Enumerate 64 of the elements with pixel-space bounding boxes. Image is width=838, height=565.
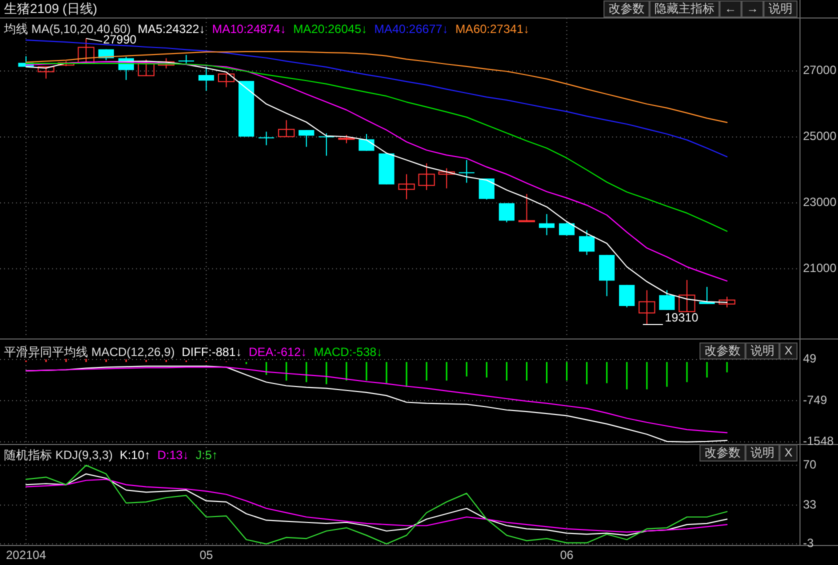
- text: →: [746, 2, 758, 16]
- y-tick-label: 27000: [803, 63, 837, 78]
- text: MA5:24322↓: [138, 22, 206, 36]
- chart-title: 生猪2109 (日线): [4, 0, 98, 16]
- y-tick-label: -3: [803, 536, 814, 550]
- text: 隐藏主指标: [654, 2, 714, 16]
- x-tick-label: 202104: [6, 548, 46, 562]
- text: MA40:26677↓: [374, 22, 448, 36]
- legend-title: 均线 MA(5,10,20,40,60): [3, 22, 131, 36]
- candlestick: [578, 230, 595, 256]
- candlestick: [538, 214, 555, 236]
- y-tick-label: -1548: [803, 434, 834, 448]
- y-tick-label: 23000: [803, 195, 837, 210]
- y-tick-label: -749: [803, 392, 828, 407]
- text: X: [784, 344, 792, 358]
- text: ←: [724, 2, 736, 16]
- text: MA60:27341↓: [455, 22, 530, 36]
- line-series: [25, 464, 728, 544]
- candlestick: [619, 284, 635, 308]
- candlestick: [218, 74, 235, 88]
- legend-title: 平滑异同平均线 MACD(12,26,9): [4, 345, 175, 360]
- x-tick-label: 05: [200, 548, 214, 562]
- candlestick: [438, 168, 455, 189]
- text: J:5↑: [196, 448, 218, 462]
- candlestick: [38, 66, 54, 80]
- y-tick-label: 33: [803, 497, 817, 512]
- candlestick: [358, 133, 374, 152]
- candlestick: [638, 290, 656, 325]
- series-label: DEA:-612↓: [248, 345, 307, 360]
- text: MA20:26045↓: [293, 22, 368, 36]
- text: 说明: [768, 2, 792, 16]
- candlestick: [138, 59, 154, 76]
- candlestick: [718, 296, 736, 308]
- series-label: K:10↑: [120, 448, 150, 462]
- candlestick: [398, 174, 415, 200]
- candlestick: [418, 162, 435, 191]
- series-label: DIFF:-881↓: [182, 345, 242, 360]
- candlestick: [258, 131, 274, 146]
- candlestick: [498, 202, 514, 223]
- text: MA10:24874↓: [212, 22, 286, 36]
- text: X: [784, 446, 792, 460]
- annotation: 改参数: [704, 344, 740, 358]
- candlestick: [518, 193, 536, 222]
- text: 改参数: [608, 2, 644, 16]
- candlestick: [318, 132, 334, 156]
- legend-title: 随机指标 KDJ(9,3,3): [4, 448, 113, 462]
- y-tick-label: 49: [803, 352, 817, 366]
- annotation: 改参数: [704, 446, 740, 460]
- candlestick: [198, 66, 214, 92]
- candlestick: [659, 290, 675, 310]
- series-label: MACD:-538↓: [314, 345, 382, 360]
- candlestick: [278, 120, 295, 138]
- annotation: 19310: [664, 310, 699, 325]
- y-tick-label: 21000: [803, 260, 837, 275]
- text: D:13↓: [157, 448, 189, 462]
- y-tick-label: 25000: [803, 129, 837, 144]
- y-tick-label: 70: [803, 457, 817, 472]
- candlestick: [458, 160, 474, 184]
- x-tick-label: 06: [560, 548, 574, 562]
- candlestick: [558, 222, 575, 236]
- candlestick: [298, 130, 314, 148]
- text: 说明: [750, 344, 774, 358]
- candlestick: [678, 279, 696, 312]
- text: 说明: [750, 446, 774, 460]
